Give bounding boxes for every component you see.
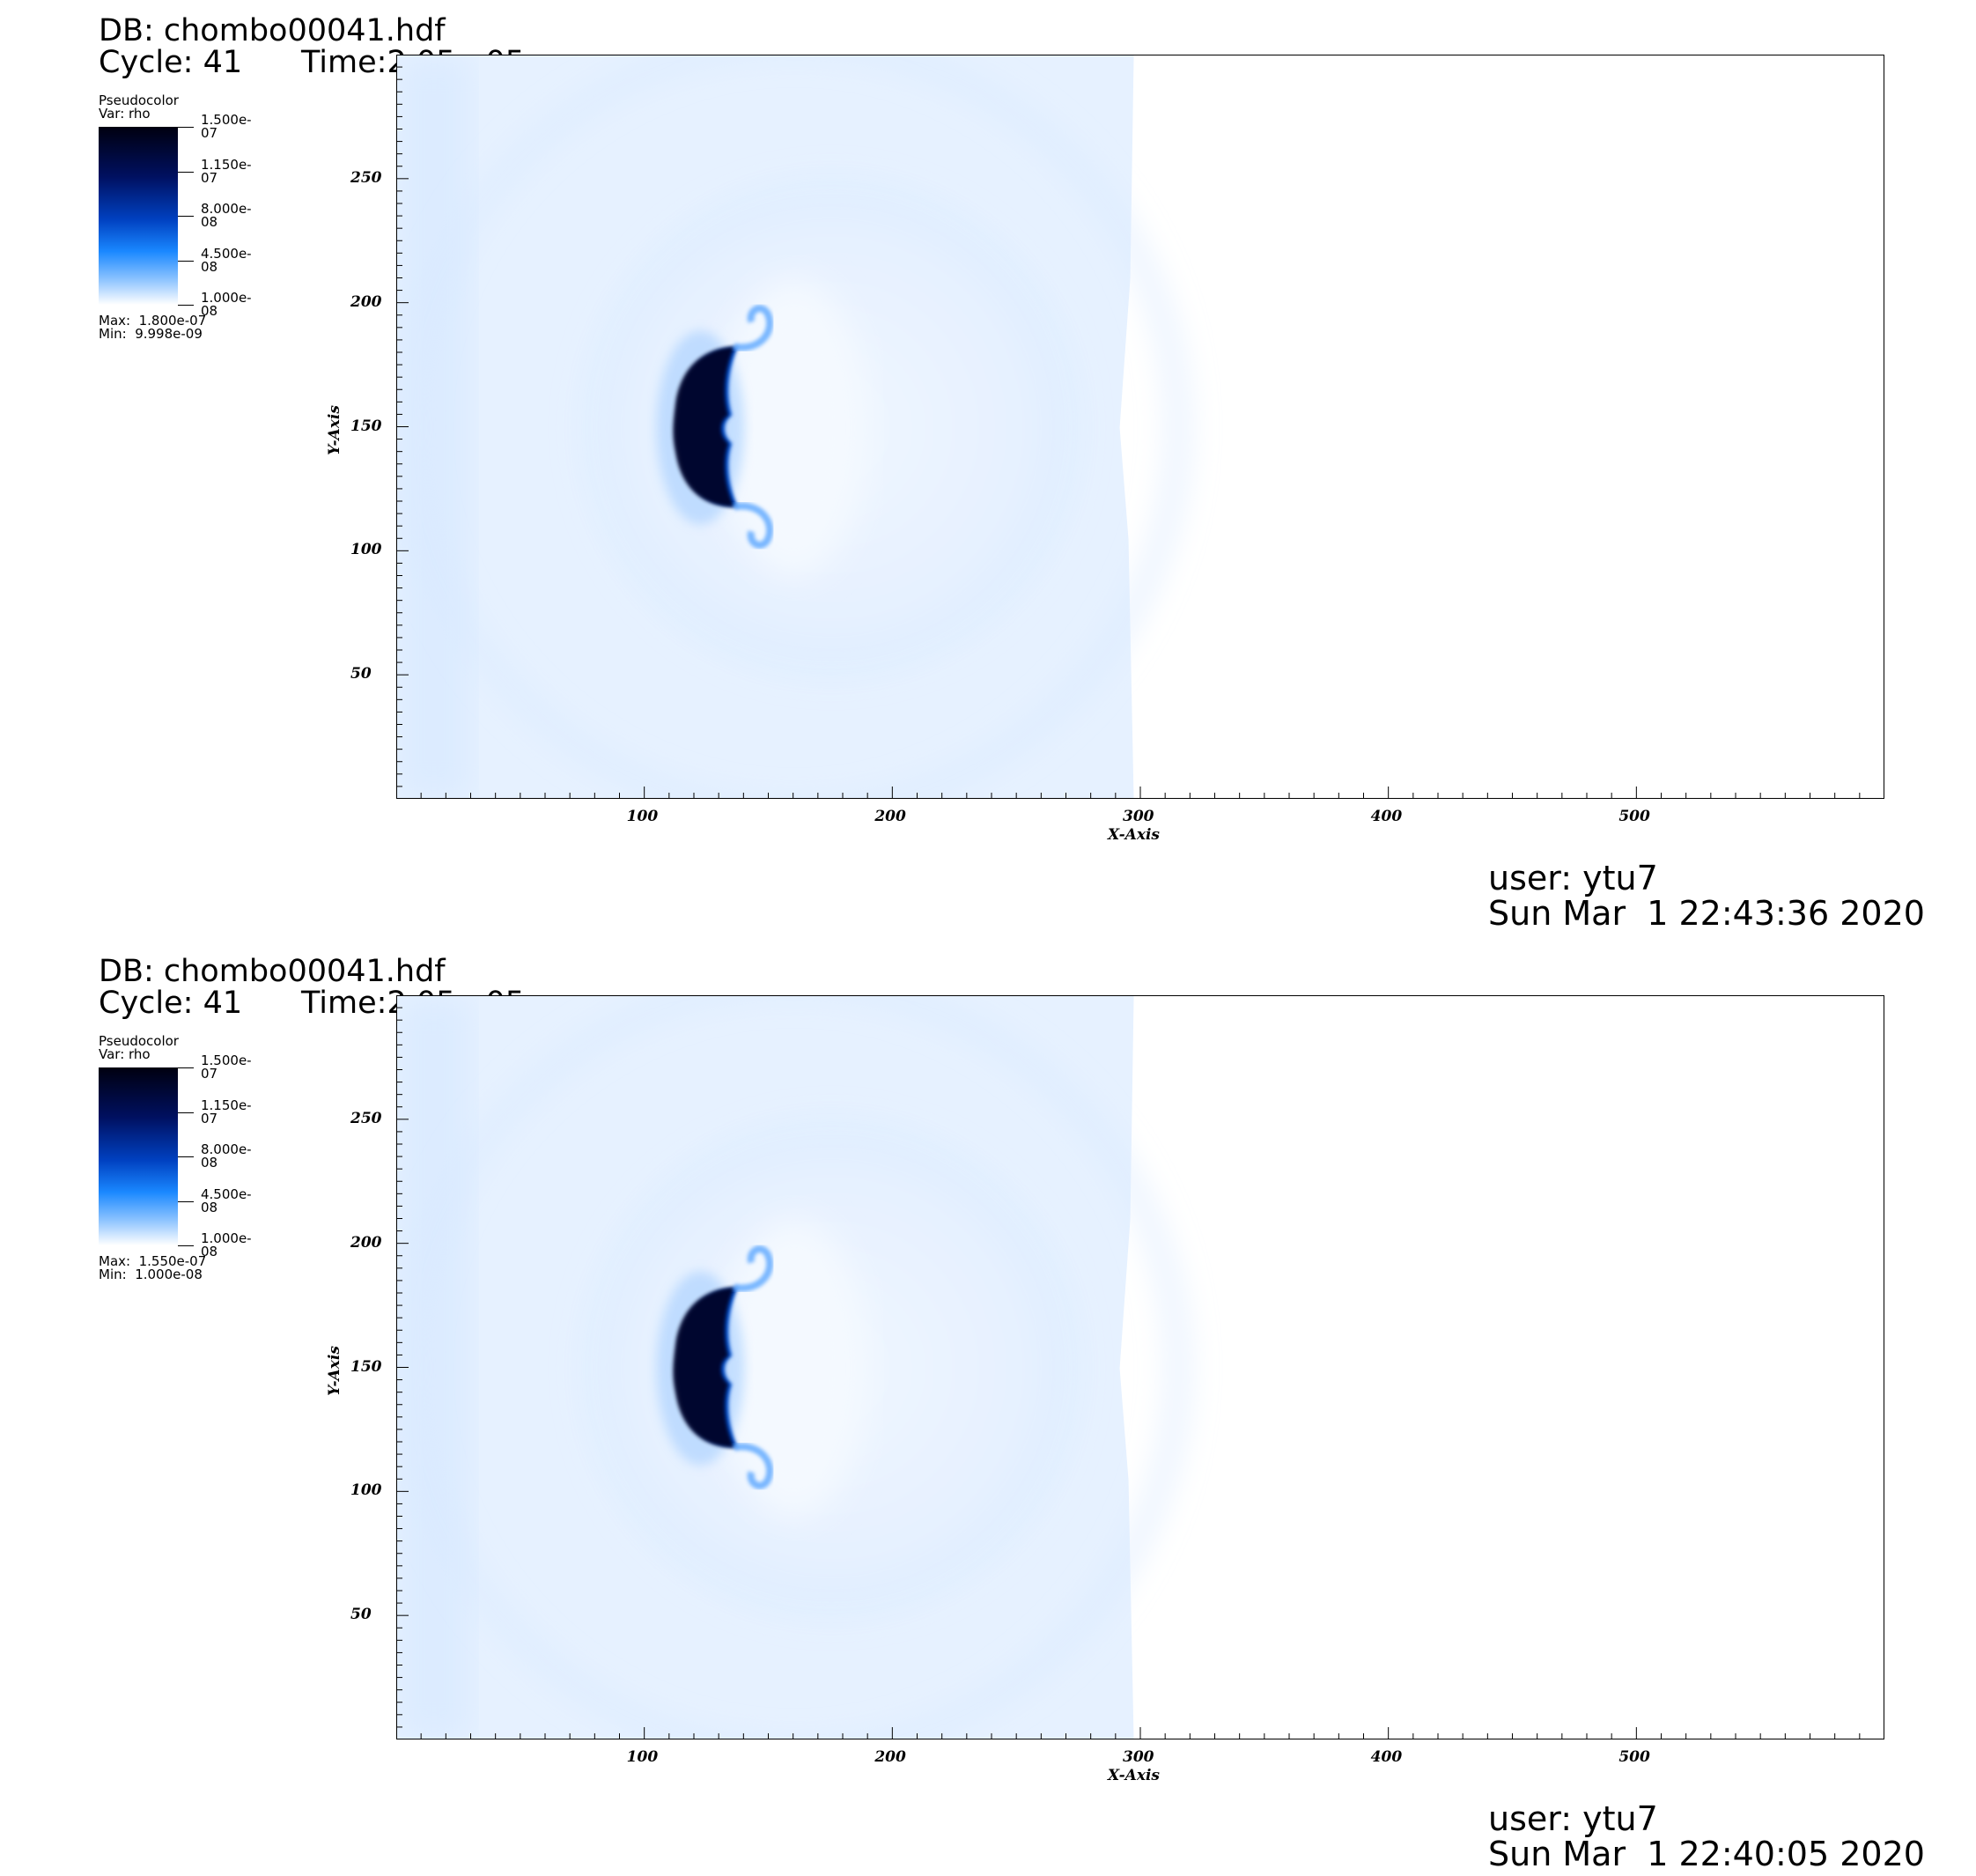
legend-min: Min: 1.000e-08: [99, 1267, 203, 1282]
y-tick-label: 50: [350, 665, 372, 683]
cloud-core: [673, 1287, 735, 1448]
y-tick-label: 100: [350, 1481, 382, 1500]
db-label: DB: chombo00041.hdf: [99, 13, 446, 48]
x-tick-label: 200: [874, 808, 906, 825]
y-tick-label: 50: [350, 1606, 372, 1624]
y-axis-title: Y-Axis: [325, 405, 343, 455]
x-tick-label: 200: [874, 1748, 906, 1766]
colorbar-tick-label: 1.150e-07: [201, 1097, 252, 1126]
x-axis-title: X-Axis: [1108, 1767, 1160, 1784]
colorbar-tick-label: 8.000e-08: [201, 201, 252, 230]
x-tick-label: 500: [1618, 808, 1650, 825]
vortex-curl: [733, 502, 774, 549]
colorbar-tick: [178, 1067, 194, 1068]
plot-area: [396, 995, 1884, 1739]
colorbar-tick: [178, 172, 194, 173]
colorbar-tick-label: 4.500e-08: [201, 246, 252, 275]
cloud-wake: [719, 278, 869, 577]
y-tick-label: 200: [350, 1233, 382, 1252]
user-label: user: ytu7: [1488, 859, 1658, 897]
cycle-label: Cycle: 41: [99, 986, 243, 1021]
legend-max: Max: 1.800e-07: [99, 313, 207, 329]
colorbar-tick: [178, 261, 194, 262]
legend-var: Var: rho: [99, 106, 151, 122]
y-tick-label: 150: [350, 1357, 382, 1376]
x-tick-label: 400: [1370, 808, 1403, 825]
visit-panel-2: DB: chombo00041.hdf Cycle: 41 Time:2.05e…: [0, 941, 1976, 1876]
colorbar-tick: [178, 1201, 194, 1202]
axes: [396, 66, 1861, 799]
y-tick-label: 250: [350, 168, 382, 187]
legend-max: Max: 1.550e-07: [99, 1253, 207, 1269]
date-label: Sun Mar 1 22:40:05 2020: [1488, 1835, 1925, 1873]
colorbar-tick-label: 8.000e-08: [201, 1141, 252, 1171]
cloud-wake: [719, 1219, 869, 1518]
x-tick-label: 500: [1618, 1748, 1650, 1766]
heatmap-field: [397, 55, 1185, 798]
colorbar-tick-label: 1.500e-07: [201, 112, 252, 141]
axes: [396, 1007, 1861, 1739]
date-label: Sun Mar 1 22:43:36 2020: [1488, 894, 1925, 933]
x-tick-label: 300: [1123, 1748, 1154, 1766]
colorbar-tick-label: 1.500e-07: [201, 1052, 252, 1082]
colorbar-tick: [178, 1112, 194, 1113]
x-tick-label: 100: [626, 1748, 659, 1766]
heatmap-field: [397, 996, 1185, 1739]
cloud-core: [673, 346, 735, 507]
cycle-label: Cycle: 41: [99, 45, 243, 80]
y-axis-title: Y-Axis: [325, 1346, 343, 1396]
x-tick-label: 100: [626, 808, 659, 825]
colorbar-tick-label: 1.000e-08: [201, 290, 252, 319]
x-axis-title: X-Axis: [1108, 826, 1160, 844]
y-tick-label: 250: [350, 1109, 382, 1127]
colorbar-tick: [178, 127, 194, 128]
colorbar-tick-label: 1.000e-08: [201, 1230, 252, 1259]
colorbar-tick: [178, 305, 194, 306]
colorbar-tick: [178, 1245, 194, 1246]
shock-ring: [403, 996, 1185, 1739]
vortex-curl: [733, 305, 774, 351]
colorbar-tick: [178, 1156, 194, 1157]
colorbar-tick-label: 1.150e-07: [201, 157, 252, 186]
y-tick-label: 150: [350, 417, 382, 435]
x-tick-label: 300: [1123, 808, 1154, 825]
legend-plot-type: Pseudocolor: [99, 92, 179, 108]
plot-area: [396, 55, 1884, 799]
colorbar-tick: [178, 216, 194, 217]
visit-panel-1: DB: chombo00041.hdf Cycle: 41 Time:2.05e…: [0, 0, 1976, 935]
y-tick-label: 100: [350, 541, 382, 559]
colorbar: [99, 1067, 178, 1245]
legend-plot-type: Pseudocolor: [99, 1033, 179, 1049]
vortex-curl: [733, 1443, 774, 1489]
colorbar: [99, 127, 178, 305]
y-tick-label: 200: [350, 292, 382, 311]
user-label: user: ytu7: [1488, 1799, 1658, 1838]
vortex-curl: [733, 1245, 774, 1292]
legend-min: Min: 9.998e-09: [99, 326, 203, 342]
legend-var: Var: rho: [99, 1046, 151, 1062]
x-tick-label: 400: [1370, 1748, 1403, 1766]
shock-ring: [403, 55, 1185, 798]
db-label: DB: chombo00041.hdf: [99, 954, 446, 989]
colorbar-tick-label: 4.500e-08: [201, 1186, 252, 1215]
